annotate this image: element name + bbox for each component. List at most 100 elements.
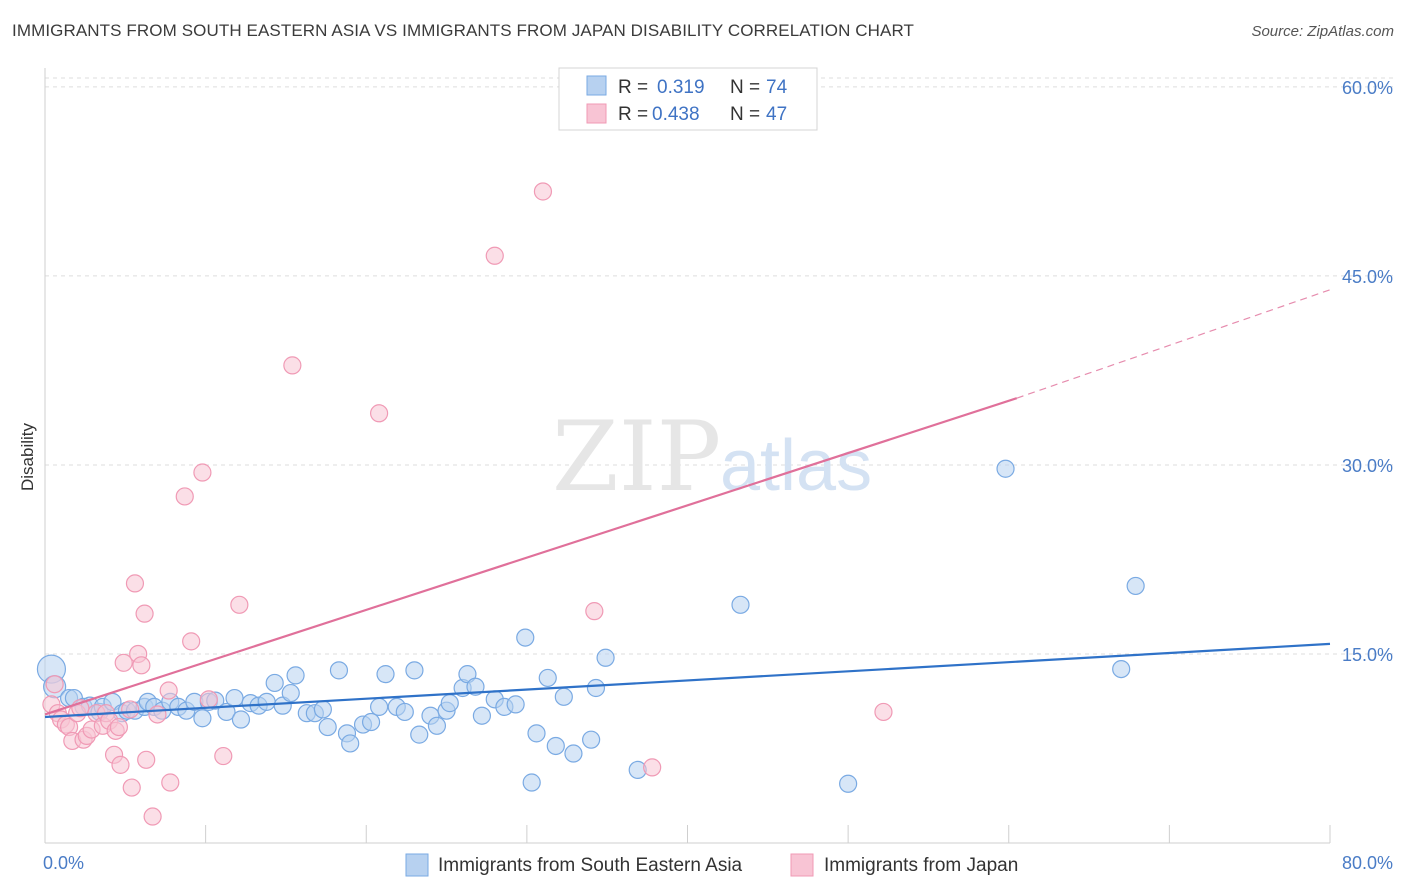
japan-point-36 — [214, 746, 233, 766]
x-tick-label-min: 0.0% — [43, 853, 84, 873]
sea-point-74 — [1126, 576, 1145, 596]
bottom-legend-label-1: Immigrants from Japan — [824, 855, 1018, 876]
japan-point-29 — [148, 705, 167, 724]
sea-point-25 — [231, 710, 251, 729]
japan-point-27 — [137, 750, 156, 769]
sea-point-46 — [405, 661, 424, 680]
sea-point-28 — [257, 692, 276, 711]
stats-n-value-1: 47 — [766, 104, 787, 125]
stats-legend: R = 0.319 N = 74 R = 0.438 N = 47 — [558, 67, 818, 131]
japan-point-19 — [111, 755, 130, 774]
stats-n-label-1: N = — [730, 104, 760, 125]
x-ticks — [44, 825, 1331, 843]
stats-r-label-0: R = — [618, 77, 648, 98]
sea-point-43 — [376, 665, 395, 684]
japan-point-41 — [533, 182, 553, 201]
sea-point-51 — [440, 694, 459, 713]
watermark-zip: ZIP — [552, 401, 721, 513]
stats-legend-swatch-blue — [586, 75, 607, 96]
y-tick-label-30: 30.0% — [1342, 456, 1393, 476]
sea-point-68 — [596, 648, 615, 667]
sea-point-73 — [1112, 659, 1131, 679]
japan-point-23 — [125, 574, 145, 593]
chart-title: IMMIGRANTS FROM SOUTH EASTERN ASIA VS IM… — [12, 21, 915, 40]
stats-r-label-1: R = — [618, 104, 648, 125]
bottom-legend: Immigrants from South Eastern Asia Immig… — [405, 853, 1018, 877]
japan-point-30 — [159, 681, 178, 700]
japan-point-37 — [230, 595, 249, 614]
japan-point-34 — [193, 463, 212, 482]
sea-point-49 — [427, 716, 447, 735]
sea-point-31 — [281, 683, 300, 703]
japan-point-43 — [643, 758, 662, 777]
japan-point-40 — [485, 246, 504, 265]
sea-point-70 — [731, 595, 750, 614]
sea-point-45 — [395, 702, 414, 722]
sea-point-32 — [286, 666, 305, 685]
stats-n-value-0: 74 — [766, 77, 788, 98]
sea-point-61 — [527, 724, 546, 743]
chart-source: Source: ZipAtlas.com — [1251, 23, 1394, 40]
stats-r-value-1: 0.438 — [652, 104, 700, 125]
x-tick-label-max: 80.0% — [1342, 853, 1393, 873]
japan-point-31 — [161, 773, 180, 792]
series-south-eastern-asia — [36, 459, 1145, 793]
sea-point-62 — [538, 668, 557, 688]
sea-point-59 — [516, 628, 535, 647]
japan-point-20 — [114, 653, 133, 672]
japan-point-28 — [143, 807, 162, 826]
sea-point-64 — [554, 687, 573, 706]
japan-trend-line — [44, 397, 1018, 716]
bottom-legend-swatch-pink — [790, 853, 814, 877]
sea-point-66 — [582, 730, 601, 749]
sea-point-55 — [472, 706, 491, 725]
sea-point-29 — [265, 673, 284, 693]
sea-point-54 — [466, 677, 485, 696]
japan-point-18 — [109, 717, 128, 737]
watermark: ZIP atlas — [552, 401, 872, 513]
sea-point-71 — [839, 774, 858, 793]
y-axis-title: Disability — [18, 422, 37, 491]
sea-point-58 — [506, 695, 525, 714]
sea-point-60 — [522, 773, 541, 792]
sea-point-67 — [586, 678, 606, 698]
japan-trend-extension — [1016, 289, 1331, 399]
japan-point-22 — [122, 778, 141, 797]
stats-r-value-0: 0.319 — [657, 77, 705, 98]
watermark-atlas: atlas — [720, 426, 872, 506]
y-tick-label-15: 15.0% — [1342, 645, 1393, 665]
sea-point-41 — [361, 712, 381, 732]
sea-point-35 — [313, 700, 332, 719]
sea-point-42 — [370, 697, 389, 717]
sea-point-20 — [193, 709, 212, 728]
stats-n-label-0: N = — [730, 77, 760, 98]
sea-trend-line — [44, 642, 1331, 719]
japan-point-32 — [175, 487, 194, 506]
japan-point-38 — [283, 356, 302, 375]
japan-point-1 — [45, 675, 64, 694]
japan-point-42 — [585, 602, 604, 621]
sea-point-39 — [341, 734, 360, 753]
japan-point-44 — [874, 702, 893, 722]
sea-point-65 — [564, 744, 583, 763]
bottom-legend-swatch-blue — [405, 853, 429, 877]
y-tick-label-60: 60.0% — [1342, 78, 1393, 98]
sea-point-37 — [329, 661, 349, 680]
japan-point-26 — [135, 604, 154, 623]
japan-point-21 — [121, 700, 140, 719]
sea-point-36 — [318, 717, 337, 737]
grid-lines — [45, 77, 1393, 655]
japan-point-39 — [370, 404, 389, 423]
sea-point-24 — [225, 688, 244, 708]
bottom-legend-label-0: Immigrants from South Eastern Asia — [438, 855, 743, 876]
y-tick-labels: 15.0% 30.0% 45.0% 60.0% — [1342, 78, 1393, 665]
y-tick-label-45: 45.0% — [1342, 267, 1393, 287]
trend-lines — [44, 289, 1331, 719]
sea-point-47 — [410, 725, 429, 744]
stats-legend-swatch-pink — [586, 103, 607, 124]
japan-point-33 — [182, 632, 201, 651]
sea-point-72 — [996, 459, 1015, 478]
japan-point-35 — [199, 690, 218, 709]
sea-point-63 — [546, 736, 565, 756]
